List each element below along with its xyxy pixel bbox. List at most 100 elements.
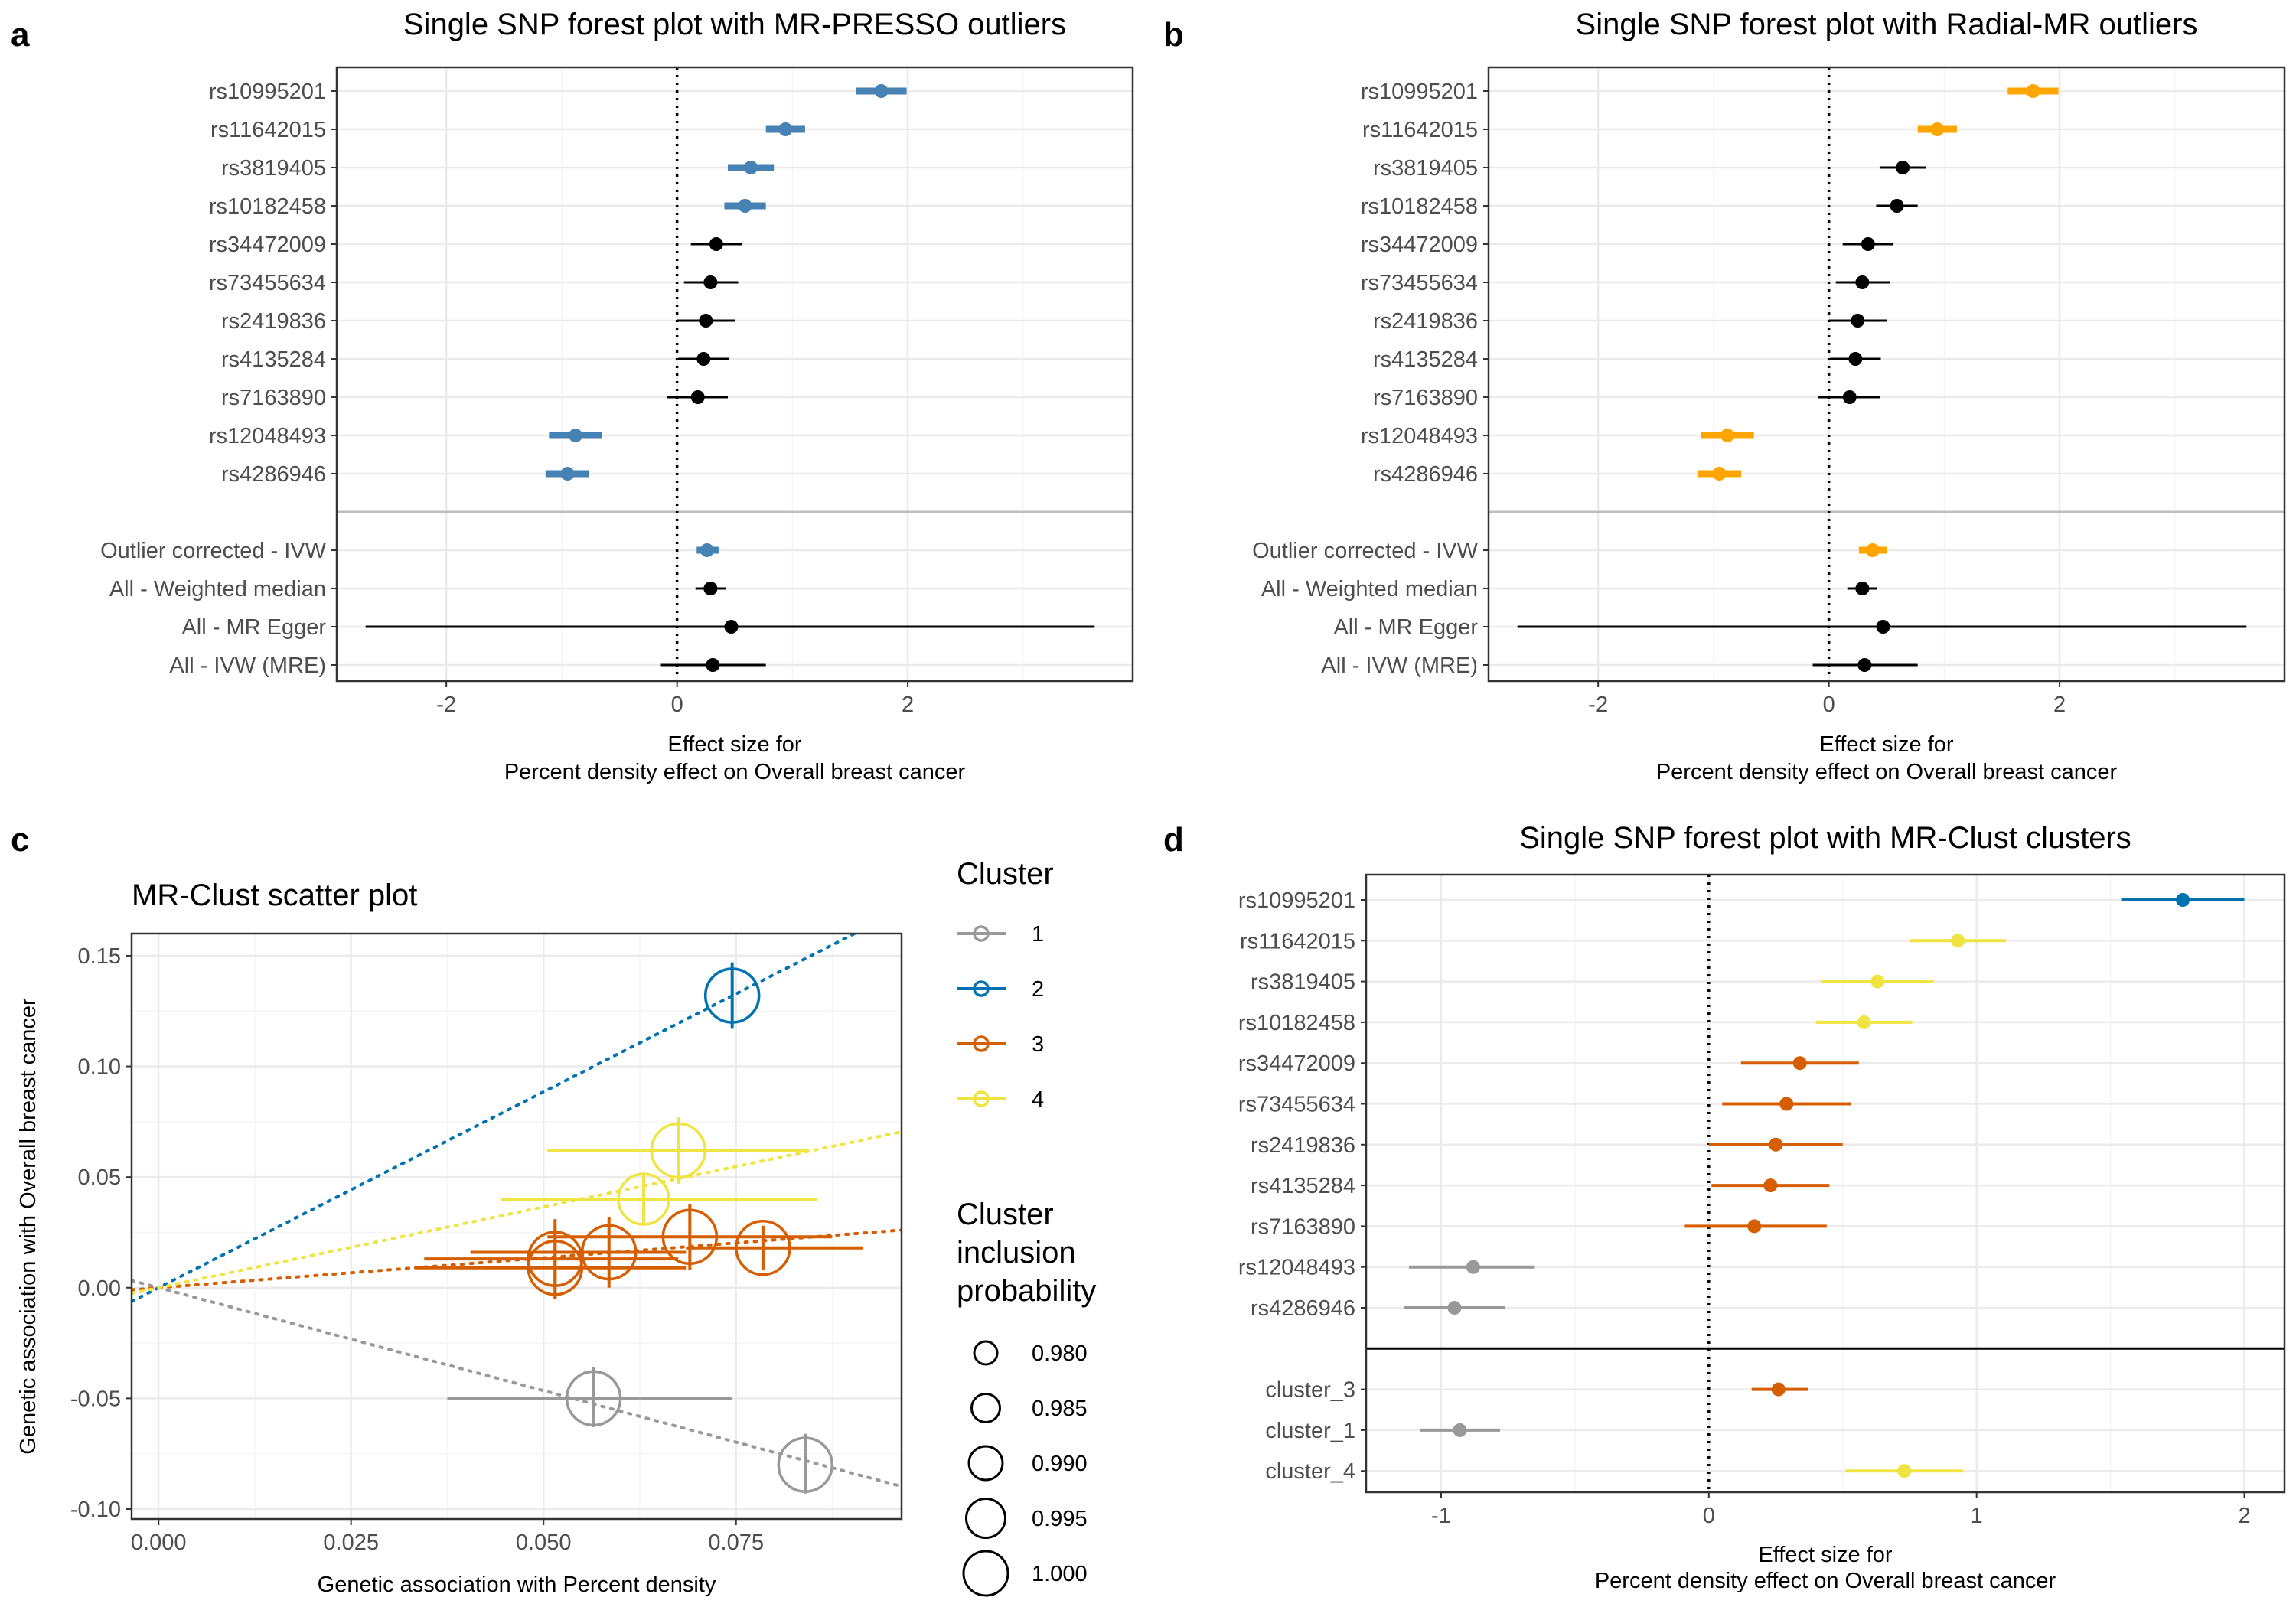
estimate-point [1861, 237, 1875, 251]
estimate-point [1870, 974, 1885, 989]
scatter-point [703, 967, 761, 1024]
y-tick-label: -0.10 [70, 1498, 121, 1522]
chart-title: MR-Clust scatter plot [132, 878, 417, 912]
panel-a: a Single SNP forest plot with MR-PRESSO o… [11, 8, 1134, 784]
panel-d: d Single SNP forest plot with MR-Clust cl… [1163, 821, 2286, 1593]
y-tick-label: cluster_1 [1265, 1419, 1355, 1443]
legend-label: 0.980 [1032, 1341, 1088, 1366]
y-tick-label: 0.05 [78, 1165, 121, 1190]
estimate-point [2176, 893, 2190, 907]
x-axis-title: Genetic association with Percent density [318, 1573, 716, 1597]
estimate-point [560, 467, 575, 481]
estimate-point [1747, 1219, 1762, 1234]
y-tick-label: rs73455634 [1238, 1093, 1355, 1117]
y-tick-label: rs12048493 [1238, 1256, 1355, 1280]
legend-size-key [970, 1393, 1001, 1423]
y-tick-label: All - IVW (MRE) [1321, 654, 1478, 678]
y-tick-label: rs2419836 [221, 309, 326, 334]
estimate-point [1857, 658, 1872, 672]
y-tick-label: Outlier corrected - IVW [100, 539, 327, 563]
x-tick-label: 0.075 [708, 1530, 764, 1555]
y-tick-label: All - MR Egger [181, 615, 326, 640]
y-tick-label: rs10995201 [1238, 888, 1355, 913]
y-tick-label: rs7163890 [1251, 1214, 1355, 1239]
estimate-point [696, 352, 711, 366]
x-tick-label: 0.025 [323, 1530, 379, 1555]
estimate-point [690, 390, 705, 404]
estimate-point [738, 199, 752, 213]
legend-label: 0.990 [1032, 1452, 1088, 1476]
y-tick-label: rs3819405 [221, 156, 326, 181]
y-tick-label: rs10995201 [209, 80, 326, 104]
legend-size-key [973, 1340, 999, 1366]
x-axis-title-line1: Effect size for [1819, 732, 1953, 757]
estimate-point [1769, 1137, 1783, 1152]
cluster-slope-line [132, 934, 858, 1303]
x-tick-label: 0 [1703, 1504, 1715, 1528]
y-tick-label: rs4135284 [1373, 347, 1478, 372]
legend-cluster-title: Cluster [957, 857, 1054, 891]
scatter-plot-area [132, 934, 902, 1494]
legend-size-title: probability [957, 1274, 1096, 1308]
legend-size-title: Cluster [957, 1198, 1054, 1231]
x-tick-label: -1 [1431, 1504, 1451, 1528]
x-tick-label: -2 [436, 693, 456, 717]
legend-label: 1 [1032, 922, 1044, 947]
estimate-point [1930, 122, 1945, 136]
estimate-point [1897, 1464, 1912, 1478]
y-tick-label: rs12048493 [209, 424, 326, 448]
panel-border [1365, 873, 2286, 1494]
x-tick-label: -2 [1588, 693, 1608, 717]
x-tick-label: 0 [1823, 693, 1835, 717]
estimate-point [1876, 620, 1890, 634]
y-tick-label: cluster_3 [1265, 1378, 1355, 1403]
estimate-point [709, 237, 723, 251]
estimate-point [1890, 199, 1904, 213]
y-tick-label: All - Weighted median [1261, 577, 1478, 601]
estimate-point [703, 582, 718, 595]
y-tick-label: rs10182458 [1361, 194, 1478, 219]
y-tick-label: 0.00 [78, 1276, 121, 1301]
chart-title: Single SNP forest plot with MR-Clust clu… [1519, 821, 2131, 855]
y-tick-label: rs34472009 [1238, 1051, 1355, 1076]
panel-border [335, 66, 1134, 683]
estimate-point [724, 620, 739, 634]
estimate-point [703, 275, 718, 289]
estimate-point [778, 122, 793, 136]
estimate-point [1951, 934, 1965, 948]
x-tick-label: 2 [2238, 1504, 2250, 1528]
x-tick-label: 0.050 [516, 1530, 572, 1555]
estimate-point [1720, 429, 1734, 442]
y-tick-label: rs2419836 [1251, 1133, 1355, 1158]
estimate-point [1792, 1056, 1807, 1071]
legend-key-point [973, 1035, 990, 1052]
panel-label: c [11, 821, 29, 859]
y-tick-label: rs4286946 [1373, 462, 1478, 487]
y-tick-label: 0.10 [78, 1055, 121, 1080]
y-tick-label: cluster_4 [1265, 1459, 1355, 1484]
y-tick-label: rs3819405 [1251, 970, 1355, 995]
chart-title: Single SNP forest plot with Radial-MR ou… [1576, 8, 2198, 41]
estimate-point [744, 161, 758, 174]
scatter-point [617, 1172, 670, 1226]
cluster-slope-line [132, 1279, 902, 1488]
legend-label: 1.000 [1032, 1562, 1088, 1586]
x-tick-label: 1 [1971, 1504, 1983, 1528]
estimate-point [1842, 390, 1857, 404]
estimate-point [1855, 582, 1870, 595]
scatter-point [735, 1219, 791, 1276]
scatter-point [661, 1208, 719, 1265]
scatter-point [565, 1370, 622, 1427]
y-tick-label: rs11642015 [1362, 118, 1478, 142]
estimate-point [569, 429, 582, 442]
legend-label: 2 [1032, 977, 1044, 1002]
legend-size-title: inclusion [957, 1236, 1076, 1270]
scatter-point [650, 1122, 707, 1179]
y-tick-label: Outlier corrected - IVW [1252, 539, 1479, 563]
y-tick-label: rs34472009 [1361, 233, 1478, 257]
y-tick-label: -0.05 [70, 1387, 121, 1411]
estimate-point [1851, 314, 1865, 328]
x-axis-title-line2: Percent density effect on Overall breast… [1595, 1569, 2056, 1593]
panel-c: c MR-Clust scatter plot -0.10 -0.05 0.00 0.05… [11, 821, 1096, 1597]
y-tick-label: rs4135284 [221, 347, 326, 372]
